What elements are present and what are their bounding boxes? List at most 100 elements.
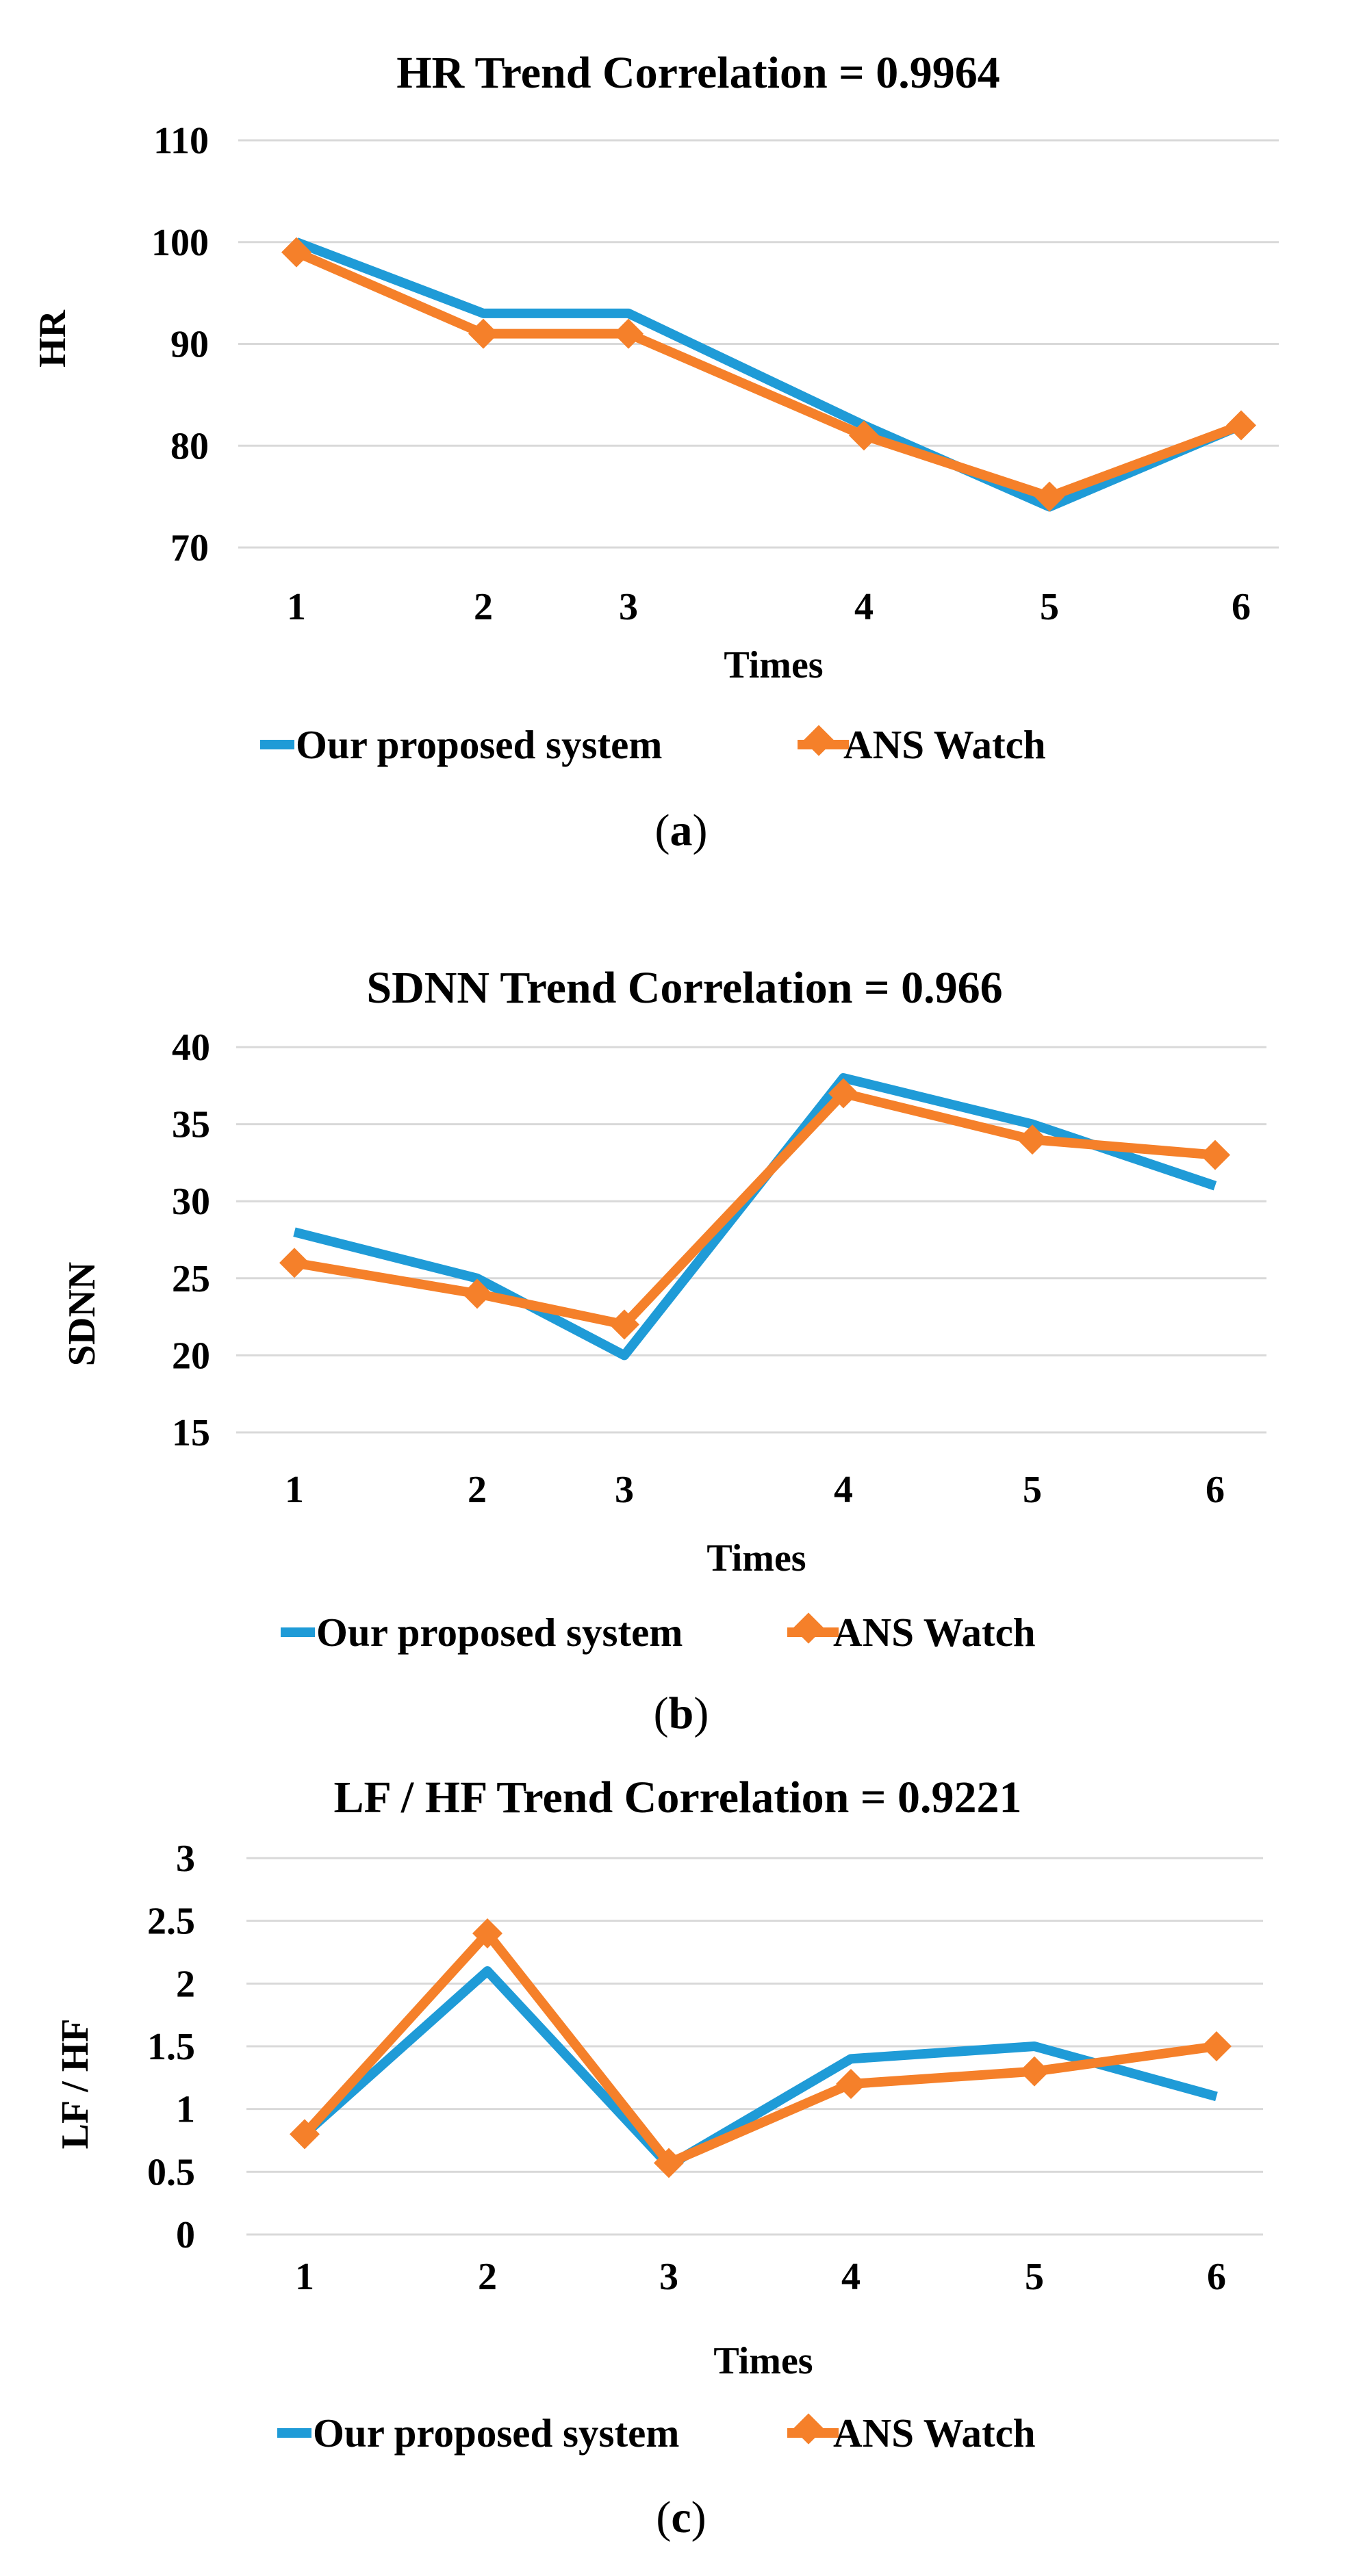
x-tick-label: 1 <box>285 1469 304 1511</box>
series-line-proposed <box>293 1073 1217 1361</box>
y-tick-label: 1 <box>176 2089 195 2131</box>
x-tick-label: 1 <box>287 586 306 628</box>
data-point-ans-watch <box>1017 1124 1047 1155</box>
legend-label-ans-sdnn: ANS Watch <box>833 1610 1036 1655</box>
data-point-ans-watch <box>281 237 311 268</box>
panel-hr: HR Trend Correlation = 0.9964 70 80 90 100 1… <box>31 48 1279 855</box>
yticks-sdnn: 15 20 25 30 35 40 <box>172 1027 210 1454</box>
x-tick-label: 4 <box>854 586 874 628</box>
chart-title-lfhf: LF / HF Trend Correlation = 0.9221 <box>334 1773 1022 1822</box>
y-tick-label: 70 <box>170 527 209 569</box>
x-tick-label: 2 <box>474 586 493 628</box>
y-tick-label: 15 <box>172 1412 210 1454</box>
x-tick-label: 4 <box>834 1469 853 1511</box>
x-tick-label: 6 <box>1232 586 1251 628</box>
x-tick-label: 2 <box>468 1469 487 1511</box>
x-tick-label: 6 <box>1206 1469 1225 1511</box>
caption-a: (a) <box>655 806 708 855</box>
data-point-ans-watch <box>613 318 644 349</box>
caption-letter-a: a <box>670 806 693 855</box>
x-tick-label: 1 <box>295 2256 314 2298</box>
y-tick-label: 2 <box>176 1963 195 2005</box>
caption-b: (b) <box>654 1688 709 1738</box>
series-line-ans-watch <box>301 1929 1217 2168</box>
y-tick-label: 100 <box>151 222 209 264</box>
data-point-ans-watch <box>279 1248 309 1278</box>
grid-hr <box>238 139 1279 549</box>
data-point-ans-watch <box>1019 2056 1049 2087</box>
x-tick-label: 5 <box>1040 586 1059 628</box>
y-tick-label: 40 <box>172 1027 210 1069</box>
x-axis-label-sdnn: Times <box>706 1537 806 1580</box>
data-point-ans-watch <box>1201 2031 1232 2061</box>
y-tick-label: 90 <box>170 324 209 366</box>
chart-title-sdnn: SDNN Trend Correlation = 0.966 <box>366 963 1002 1013</box>
series-line-proposed <box>301 1966 1218 2171</box>
x-tick-label: 5 <box>1025 2256 1044 2298</box>
y-tick-label: 30 <box>172 1181 210 1223</box>
yticks-hr: 70 80 90 100 110 <box>151 120 209 569</box>
series-line-proposed <box>294 237 1243 512</box>
y-axis-label-hr: HR <box>31 309 74 368</box>
xticks-lfhf: 1 2 3 4 5 6 <box>295 2256 1226 2298</box>
legend-hr: Our proposed system ANS Watch <box>260 722 1046 767</box>
series-sdnn <box>279 1073 1230 1361</box>
legend-marker-ans-hr <box>803 725 835 756</box>
xticks-sdnn: 1 2 3 4 5 6 <box>285 1469 1225 1511</box>
legend-label-ans-lfhf: ANS Watch <box>833 2410 1036 2456</box>
x-tick-label: 3 <box>659 2256 678 2298</box>
y-tick-label: 110 <box>153 120 209 162</box>
data-point-ans-watch <box>1200 1139 1230 1170</box>
data-point-ans-watch <box>462 1278 492 1309</box>
series-hr <box>281 237 1256 512</box>
data-point-ans-watch <box>468 318 498 349</box>
data-point-ans-watch <box>1034 481 1065 512</box>
x-tick-label: 6 <box>1207 2256 1226 2298</box>
caption-c: (c) <box>656 2493 706 2542</box>
xticks-hr: 1 2 3 4 5 6 <box>287 586 1251 628</box>
legend-label-proposed-lfhf: Our proposed system <box>313 2410 679 2456</box>
yticks-lfhf: 0 0.5 1 1.5 2 2.5 3 <box>147 1838 195 2256</box>
y-tick-label: 3 <box>176 1838 195 1880</box>
y-tick-label: 20 <box>172 1335 210 1377</box>
legend-label-ans-hr: ANS Watch <box>843 722 1046 767</box>
data-point-ans-watch <box>472 1918 502 1948</box>
data-point-ans-watch <box>290 2119 320 2150</box>
x-tick-label: 5 <box>1023 1469 1042 1511</box>
legend-marker-ans-lfhf <box>793 2413 824 2445</box>
y-tick-label: 35 <box>172 1104 210 1146</box>
y-tick-label: 2.5 <box>147 1901 195 1943</box>
data-point-ans-watch <box>836 2069 866 2099</box>
legend-lfhf: Our proposed system ANS Watch <box>277 2410 1036 2456</box>
series-line-ans-watch <box>293 1088 1216 1330</box>
legend-sdnn: Our proposed system ANS Watch <box>281 1610 1036 1655</box>
legend-label-proposed-sdnn: Our proposed system <box>316 1610 683 1655</box>
data-point-ans-watch <box>609 1309 639 1340</box>
data-point-ans-watch <box>828 1078 858 1109</box>
x-tick-label: 2 <box>478 2256 497 2298</box>
x-tick-label: 3 <box>619 586 638 628</box>
series-lfhf <box>290 1918 1232 2178</box>
data-point-ans-watch <box>654 2148 684 2178</box>
panel-lfhf: LF / HF Trend Correlation = 0.9221 0 0.5 1… <box>54 1773 1263 2542</box>
y-tick-label: 1.5 <box>147 2026 195 2068</box>
caption-letter-c: c <box>671 2493 691 2542</box>
series-line-ans-watch <box>294 248 1243 502</box>
y-tick-label: 0.5 <box>147 2151 195 2193</box>
grid-sdnn <box>236 1046 1266 1434</box>
grid-lfhf <box>246 1857 1263 2236</box>
x-tick-label: 3 <box>615 1469 634 1511</box>
y-axis-label-sdnn: SDNN <box>61 1262 103 1366</box>
data-point-ans-watch <box>1226 410 1256 441</box>
y-tick-label: 0 <box>176 2214 195 2256</box>
panel-sdnn: SDNN Trend Correlation = 0.966 152025303… <box>61 963 1266 1738</box>
x-axis-label-lfhf: Times <box>713 2340 813 2382</box>
caption-letter-b: b <box>669 1688 694 1738</box>
y-tick-label: 80 <box>170 425 209 467</box>
legend-marker-ans-sdnn <box>793 1612 824 1644</box>
x-tick-label: 4 <box>841 2256 861 2298</box>
y-axis-label-lfhf: LF / HF <box>54 2019 97 2150</box>
data-point-ans-watch <box>849 420 879 451</box>
y-tick-label: 25 <box>172 1258 210 1300</box>
